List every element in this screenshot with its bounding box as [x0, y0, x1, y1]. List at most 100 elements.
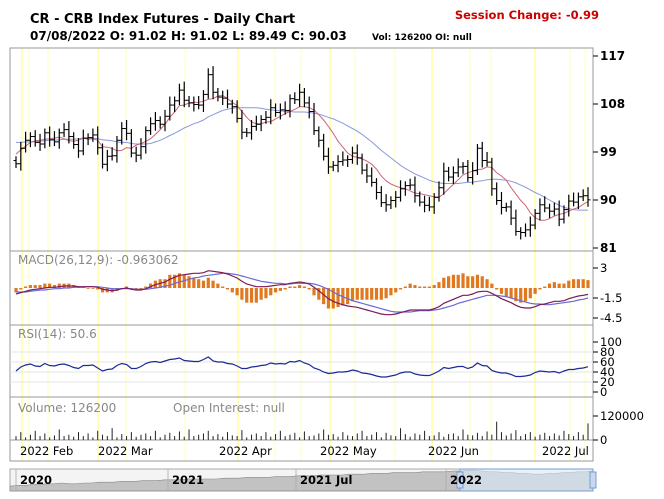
price-bar: [157, 116, 163, 129]
macd-histogram-bar: [317, 288, 321, 300]
price-bar: [292, 92, 298, 104]
price-bar: [234, 100, 240, 123]
axis-tick-label: 20: [600, 375, 615, 389]
macd-histogram-bar: [466, 276, 470, 288]
macd-histogram-bar: [230, 288, 234, 293]
macd-histogram-bar: [24, 286, 28, 288]
macd-histogram-bar: [562, 283, 566, 288]
macd-histogram-bar: [533, 288, 537, 294]
macd-histogram-bar: [86, 288, 90, 289]
macd-histogram-bar: [312, 288, 316, 296]
x-axis-label: 2022 Jun: [428, 444, 479, 458]
price-bar: [85, 133, 91, 146]
price-bar: [32, 130, 38, 147]
price-bar: [441, 162, 447, 195]
macd-histogram-bar: [273, 288, 278, 293]
macd-histogram-bar: [495, 288, 499, 290]
macd-histogram-bar: [586, 280, 590, 288]
price-bar: [301, 88, 307, 108]
macd-histogram-bar: [394, 288, 398, 293]
price-bar: [109, 147, 115, 161]
macd-histogram-bar: [379, 288, 383, 300]
navigator-right-handle[interactable]: [589, 471, 597, 489]
macd-histogram-bar: [384, 288, 388, 299]
axis-tick-label: 3: [600, 261, 607, 275]
macd-histogram-bar: [182, 274, 186, 288]
price-bar: [383, 194, 389, 212]
price-bar: [417, 191, 423, 207]
macd-histogram-bar: [307, 288, 311, 290]
axis-tick-label: 117: [600, 49, 625, 63]
price-bar: [349, 146, 355, 164]
price-bar: [297, 83, 303, 107]
macd-histogram-bar: [168, 274, 172, 288]
ma-fast-line: [15, 94, 589, 221]
macd-histogram-bar: [187, 276, 191, 288]
price-bar: [51, 131, 57, 147]
macd-histogram-bar: [471, 276, 475, 288]
price-bar: [484, 152, 490, 167]
macd-histogram-bar: [499, 288, 504, 294]
price-bar: [335, 155, 341, 173]
macd-histogram-bar: [283, 288, 287, 290]
axis-tick-label: 81: [600, 241, 617, 255]
macd-histogram-bar: [197, 279, 201, 288]
price-bar: [494, 182, 500, 205]
price-bar: [455, 158, 461, 178]
price-bar: [42, 128, 48, 149]
navigator[interactable]: 2020 2021 2021 Jul 2022: [9, 468, 597, 492]
price-bar: [128, 129, 134, 158]
price-bar: [71, 132, 77, 149]
price-bar: [470, 162, 476, 185]
price-bar: [210, 66, 216, 100]
price-bar: [508, 200, 514, 226]
axis-tick-label: -1.5: [600, 291, 622, 305]
macd-histogram-bar: [422, 286, 427, 288]
price-bar: [537, 198, 543, 221]
price-bar: [465, 160, 471, 182]
macd-histogram-bar: [442, 277, 446, 288]
price-bar: [378, 186, 384, 207]
macd-histogram-bar: [322, 288, 326, 305]
macd-histogram-bar: [547, 283, 552, 288]
macd-histogram-bar: [38, 285, 42, 288]
open-interest-label: Open Interest: null: [173, 401, 285, 415]
price-bar: [162, 109, 168, 132]
macd-histogram-bar: [91, 288, 95, 289]
price-bar: [176, 83, 182, 106]
price-bar: [152, 112, 158, 131]
macd-histogram-bar: [297, 285, 302, 288]
price-bar: [282, 101, 288, 115]
price-bar: [148, 117, 154, 135]
macd-histogram-bar: [389, 288, 393, 296]
macd-histogram-bar: [581, 279, 585, 288]
macd-histogram-bar: [490, 283, 494, 288]
price-bar: [474, 144, 480, 175]
price-bar: [124, 120, 130, 141]
macd-histogram-bar: [249, 288, 254, 303]
macd-histogram-bar: [418, 286, 422, 288]
price-bar: [316, 126, 322, 148]
price-bar: [369, 167, 375, 187]
macd-histogram-bar: [427, 286, 431, 288]
macd-histogram-bar: [302, 286, 307, 288]
navigator-left-handle[interactable]: [456, 471, 464, 489]
price-bar: [523, 223, 529, 237]
axis-tick-label: 40: [600, 365, 615, 379]
axis-tick-label: 0: [600, 433, 607, 447]
grid-layer: [21, 48, 586, 461]
session-change: Session Change: -0.99: [455, 8, 599, 22]
macd-histogram-bar: [144, 286, 148, 288]
macd-histogram-bar: [245, 288, 249, 303]
axis-tick-label: 60: [600, 355, 615, 369]
macd-histogram-bar: [485, 279, 489, 288]
macd-histogram-bar: [240, 288, 244, 300]
macd-label: MACD(26,12,9): -0.963062: [18, 253, 179, 267]
price-bar: [205, 68, 211, 99]
price-bar: [398, 180, 404, 202]
macd-histogram-bar: [192, 277, 196, 288]
price-bar: [551, 202, 557, 216]
navigator-label: 2021 Jul: [300, 473, 352, 487]
navigator-labels: 2020 2021 2021 Jul 2022: [15, 469, 482, 491]
price-bar: [268, 99, 274, 125]
